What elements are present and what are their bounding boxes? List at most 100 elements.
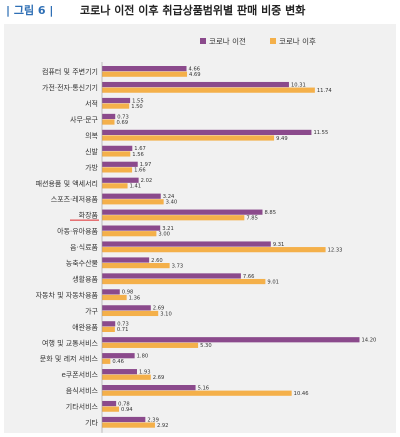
category-label-22: 기타 [85,418,98,427]
bar-0-15 [102,305,151,311]
bar-1-15 [102,310,159,317]
bar-1-17 [102,342,199,348]
value-label-1-2: 1.50 [131,104,143,110]
category-label-10: 아동·유아용품 [57,227,98,236]
bar-0-20 [102,385,196,391]
bar-0-0 [102,66,187,72]
bar-0-19 [102,369,137,375]
value-label-1-7: 1.41 [130,184,142,190]
value-label-1-18: 0.46 [112,359,124,365]
bar-0-22 [102,416,146,423]
category-label-6: 가방 [85,163,98,172]
value-label-1-0: 4.69 [189,72,201,78]
bar-1-1 [102,87,315,93]
value-label-0-15: 2.69 [153,306,165,312]
bar-0-13 [102,273,241,279]
bar-1-7 [102,183,128,189]
bar-1-12 [102,263,170,269]
category-label-14: 자동차 및 자동차용품 [36,290,99,299]
figure-number: | 그림 6 | [6,4,54,17]
value-label-1-4: 9.49 [276,136,288,142]
bar-0-1 [102,81,289,88]
bar-1-19 [102,374,151,380]
chart-panel: 코로나 이전 코로나 이후 컴퓨터 및 주변기기 가전·전자·통신기기 서적 사무·문구… [4,24,396,433]
value-label-0-8: 3.24 [163,194,175,200]
category-label-5: 신발 [85,147,98,156]
legend-label-0: 코로나 이전 [209,36,246,46]
legend-item-1: 코로나 이후 [270,36,316,46]
bar-1-9 [102,215,245,221]
bar-1-22 [102,422,155,428]
bar-1-10 [102,231,157,237]
value-label-1-19: 2.69 [153,375,165,381]
value-label-0-22: 2.39 [147,417,159,423]
legend-item-0: 코로나 이전 [200,36,246,46]
bar-1-2 [102,103,130,109]
value-label-1-16: 0.71 [117,327,129,333]
value-label-0-18: 1.80 [137,354,149,360]
value-label-0-19: 1.93 [139,369,151,375]
bar-1-3 [102,119,115,125]
bar-1-21 [102,406,120,412]
bar-0-12 [102,257,150,263]
bar-0-21 [102,400,117,407]
value-label-1-12: 3.73 [172,263,184,269]
bar-0-5 [102,145,133,151]
category-label-4: 의복 [85,131,98,140]
bar-1-16 [102,326,115,332]
bar-0-11 [102,241,271,247]
bar-1-11 [102,247,326,253]
figure-header: | 그림 6 | 코로나 이전 이후 취급상품범위별 판매 비중 변화 [0,0,400,24]
value-label-0-9: 8.85 [264,210,276,216]
bar-0-14 [102,289,120,295]
bar-0-9 [102,209,263,215]
value-label-1-5: 1.56 [132,152,144,158]
bar-0-10 [102,225,161,231]
value-label-0-14: 0.98 [122,290,134,296]
value-label-0-21: 0.78 [118,401,130,407]
category-label-9: 화장품 [79,211,99,220]
figure-title: 코로나 이전 이후 취급상품범위별 판매 비중 변화 [80,4,306,17]
value-label-0-2: 1.55 [132,98,144,104]
value-label-1-3: 0.69 [117,120,129,126]
category-label-12: 농축수산물 [66,259,99,268]
value-label-1-17: 5.30 [200,343,212,349]
bar-1-18 [102,358,111,364]
category-label-15: 가구 [85,306,98,315]
value-label-0-20: 5.16 [198,385,210,391]
category-label-1: 가전·전자·통신기기 [42,83,98,92]
value-label-1-13: 9.01 [267,279,279,285]
bar-0-6 [102,161,138,167]
value-label-1-15: 3.10 [160,311,172,317]
value-label-0-3: 0.73 [117,114,129,120]
bar-1-14 [102,294,127,301]
bar-1-0 [102,71,188,77]
chart-legend: 코로나 이전 코로나 이후 [200,36,316,46]
bar-0-17 [102,337,360,343]
bar-1-8 [102,199,164,205]
category-label-7: 패션용품 및 액세서리 [36,179,98,188]
category-label-3: 사무·문구 [70,115,99,124]
bar-0-8 [102,193,161,199]
value-label-0-17: 14.20 [361,338,376,344]
value-label-0-11: 9.31 [273,242,285,248]
category-label-2: 서적 [85,99,98,108]
value-label-1-22: 2.92 [157,423,169,429]
bar-1-4 [102,135,275,141]
value-label-1-14: 1.36 [129,295,141,301]
bar-0-16 [102,321,116,327]
category-label-18: 문화 및 레저 서비스 [40,354,99,363]
value-label-0-10: 3.21 [162,226,174,232]
category-label-20: 음식서비스 [66,386,99,395]
value-label-0-16: 0.73 [117,322,129,328]
bar-0-3 [102,113,116,120]
bar-1-13 [102,278,266,285]
category-label-13: 생활용품 [72,274,98,283]
value-label-0-1: 10.31 [291,82,306,88]
bar-1-20 [102,390,292,396]
bar-0-2 [102,97,131,104]
bar-chart: 코로나 이전 코로나 이후 컴퓨터 및 주변기기가전·전자·통신기기서적사무·문구… [36,36,376,433]
category-label-19: e쿠폰서비스 [61,370,98,379]
legend-label-1: 코로나 이후 [279,36,316,46]
